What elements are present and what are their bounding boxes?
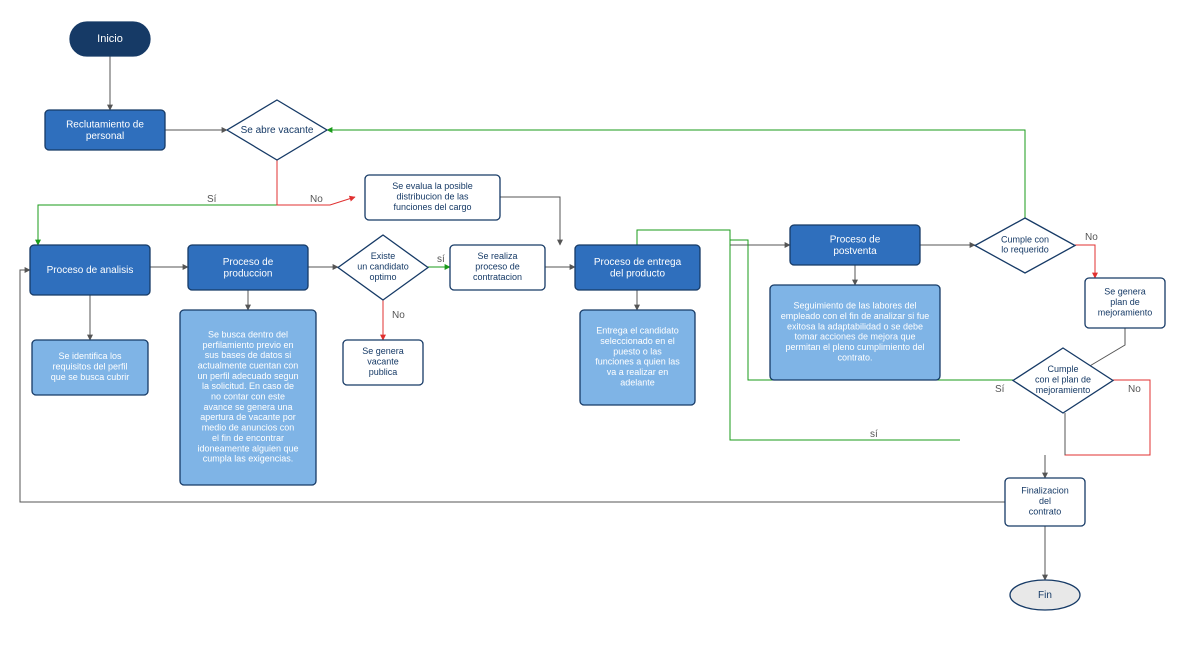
node-fincontr: Finalizaciondelcontrato	[1005, 478, 1085, 526]
node-analisis_desc: Se identifica losrequisitos del perfilqu…	[32, 340, 148, 395]
edge-label-e19: No	[1128, 384, 1141, 395]
node-label-postventa: Proceso depostventa	[830, 234, 881, 257]
edge-label-e18: Sí	[995, 384, 1005, 395]
edge-e3	[38, 160, 277, 245]
node-produccion: Proceso deproduccion	[188, 245, 308, 290]
node-postventa_desc: Seguimiento de las labores delempleado c…	[770, 285, 940, 380]
edge-label-e8: sí	[437, 254, 445, 265]
edge-label-e9: No	[392, 310, 405, 321]
node-label-produccion: Proceso deproduccion	[223, 256, 274, 279]
node-label-cumple: Cumple conlo requerido	[1001, 235, 1049, 255]
node-reclu: Reclutamiento depersonal	[45, 110, 165, 150]
node-cumpleplan: Cumplecon el plan demejoramiento	[1013, 348, 1113, 413]
edge-e13	[637, 230, 790, 245]
edge-label-e18b: sí	[870, 429, 878, 440]
edge-label-e3b: No	[310, 194, 323, 205]
node-label-fin: Fin	[1038, 590, 1052, 601]
edge-label-e3: Sí	[207, 194, 217, 205]
node-entrega_desc: Entrega el candidatoseleccionado en elpu…	[580, 310, 695, 405]
nodes-layer: Inicio Reclutamiento depersonal Se abre va…	[30, 22, 1165, 610]
flowchart-canvas: Sí No sí No No Sí sí No Inicio Reclutamiento depe…	[0, 0, 1200, 658]
edge-e11	[500, 197, 560, 245]
node-vacpub: Se generavacantepublica	[343, 340, 423, 385]
node-label-analisis: Proceso de analisis	[47, 265, 134, 276]
edge-e17	[1083, 328, 1125, 370]
node-contrat: Se realizaproceso decontratacion	[450, 245, 545, 290]
node-entrega: Proceso de entregadel producto	[575, 245, 700, 290]
node-label-inicio: Inicio	[97, 33, 123, 45]
node-fin: Fin	[1010, 580, 1080, 610]
node-produccion_desc: Se busca dentro delperfilamiento previo …	[180, 310, 316, 485]
edge-e16b	[1075, 245, 1095, 278]
node-label-produccion_desc: Se busca dentro delperfilamiento previo …	[197, 330, 298, 464]
node-cumple: Cumple conlo requerido	[975, 218, 1075, 273]
node-vacante: Se abre vacante	[227, 100, 327, 160]
edge-label-e16b: No	[1085, 232, 1098, 243]
node-evaldist: Se evalua la posibledistribucion de lasf…	[365, 175, 500, 220]
node-label-evaldist: Se evalua la posibledistribucion de lasf…	[392, 182, 473, 213]
node-analisis: Proceso de analisis	[30, 245, 150, 295]
node-postventa: Proceso depostventa	[790, 225, 920, 265]
node-planmej: Se generaplan demejoramiento	[1085, 278, 1165, 328]
node-inicio: Inicio	[70, 22, 150, 56]
node-optimo: Existeun candidatooptimo	[338, 235, 428, 300]
node-label-analisis_desc: Se identifica losrequisitos del perfilqu…	[51, 352, 130, 383]
node-label-vacante: Se abre vacante	[241, 125, 314, 136]
node-label-contrat: Se realizaproceso decontratacion	[473, 252, 522, 283]
